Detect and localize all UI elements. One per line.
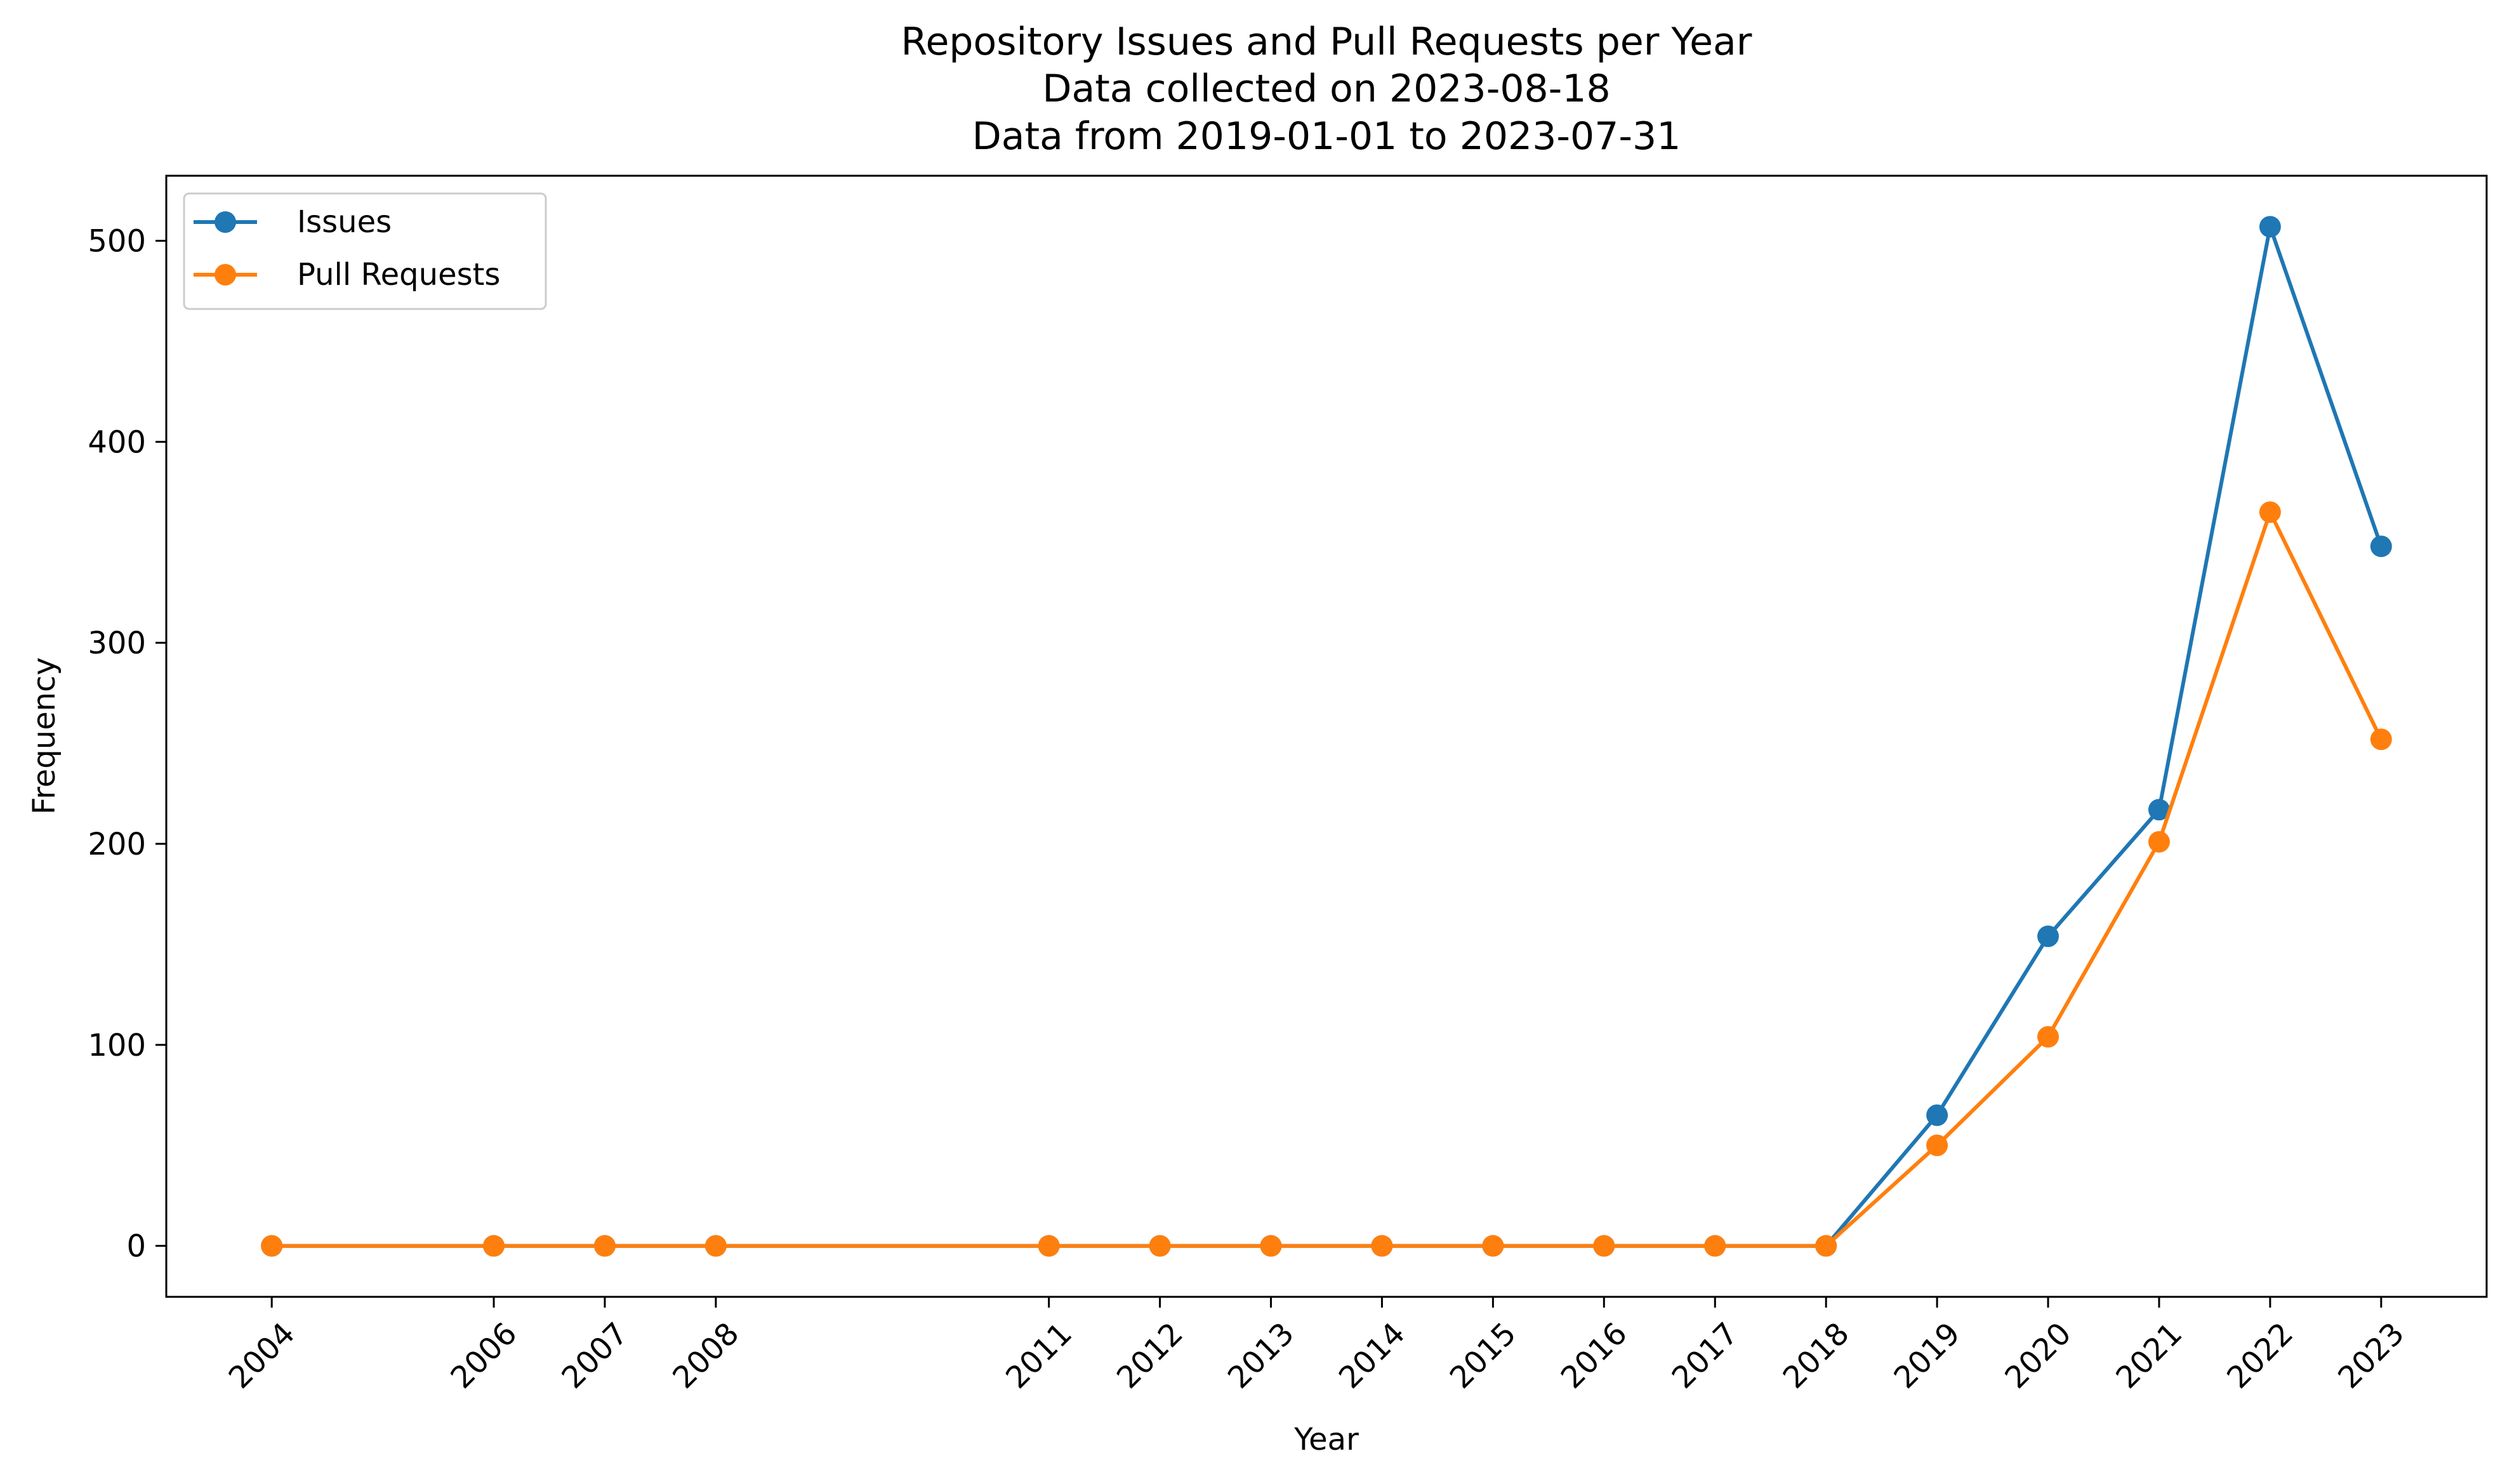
data-point-issues — [2259, 216, 2281, 238]
data-point-pull-requests — [2148, 831, 2170, 853]
data-point-issues — [2370, 535, 2392, 558]
data-point-pull-requests — [1038, 1235, 1060, 1257]
legend-marker-issues — [215, 211, 236, 233]
chart-title: Repository Issues and Pull Requests per … — [901, 20, 1752, 159]
legend-label-pull-requests: Pull Requests — [297, 257, 500, 292]
plot-area-frame — [165, 174, 2488, 1298]
y-tick-label: 500 — [88, 223, 146, 259]
chart-title-line-1: Repository Issues and Pull Requests per … — [901, 20, 1752, 64]
data-point-pull-requests — [1371, 1235, 1393, 1257]
plot-series — [261, 216, 2392, 1257]
data-point-pull-requests — [2370, 728, 2392, 751]
data-point-pull-requests — [483, 1235, 505, 1257]
chart-legend: Issues Pull Requests — [183, 192, 547, 310]
data-point-pull-requests — [1815, 1235, 1837, 1257]
data-point-pull-requests — [704, 1235, 727, 1257]
data-point-pull-requests — [1593, 1235, 1615, 1257]
y-tick-label: 400 — [88, 424, 146, 460]
legend-box — [183, 192, 547, 310]
y-tick-label: 100 — [88, 1028, 146, 1063]
data-point-issues — [2148, 799, 2170, 821]
y-tick-label: 0 — [126, 1229, 146, 1264]
y-tick-label: 300 — [88, 626, 146, 661]
x-axis-label: Year — [1293, 1422, 1359, 1457]
data-point-pull-requests — [1260, 1235, 1282, 1257]
chart-title-line-3: Data from 2019-01-01 to 2023-07-31 — [972, 114, 1681, 159]
y-axis-label: Frequency — [27, 657, 62, 815]
chart-title-line-2: Data collected on 2023-08-18 — [1042, 67, 1610, 111]
data-point-pull-requests — [1149, 1235, 1171, 1257]
y-axis-ticks: 0 100 200 300 400 500 — [88, 223, 166, 1264]
data-point-pull-requests — [1926, 1134, 1948, 1157]
y-tick-label: 200 — [88, 827, 146, 862]
data-point-issues — [1926, 1104, 1948, 1126]
data-point-pull-requests — [1704, 1235, 1726, 1257]
data-point-issues — [2037, 925, 2059, 947]
legend-marker-pull-requests — [215, 264, 236, 286]
data-point-pull-requests — [261, 1235, 283, 1257]
legend-label-issues: Issues — [297, 204, 392, 240]
data-point-pull-requests — [593, 1235, 616, 1257]
data-point-pull-requests — [2037, 1026, 2059, 1048]
data-point-pull-requests — [1482, 1235, 1504, 1257]
data-point-pull-requests — [2259, 501, 2281, 523]
